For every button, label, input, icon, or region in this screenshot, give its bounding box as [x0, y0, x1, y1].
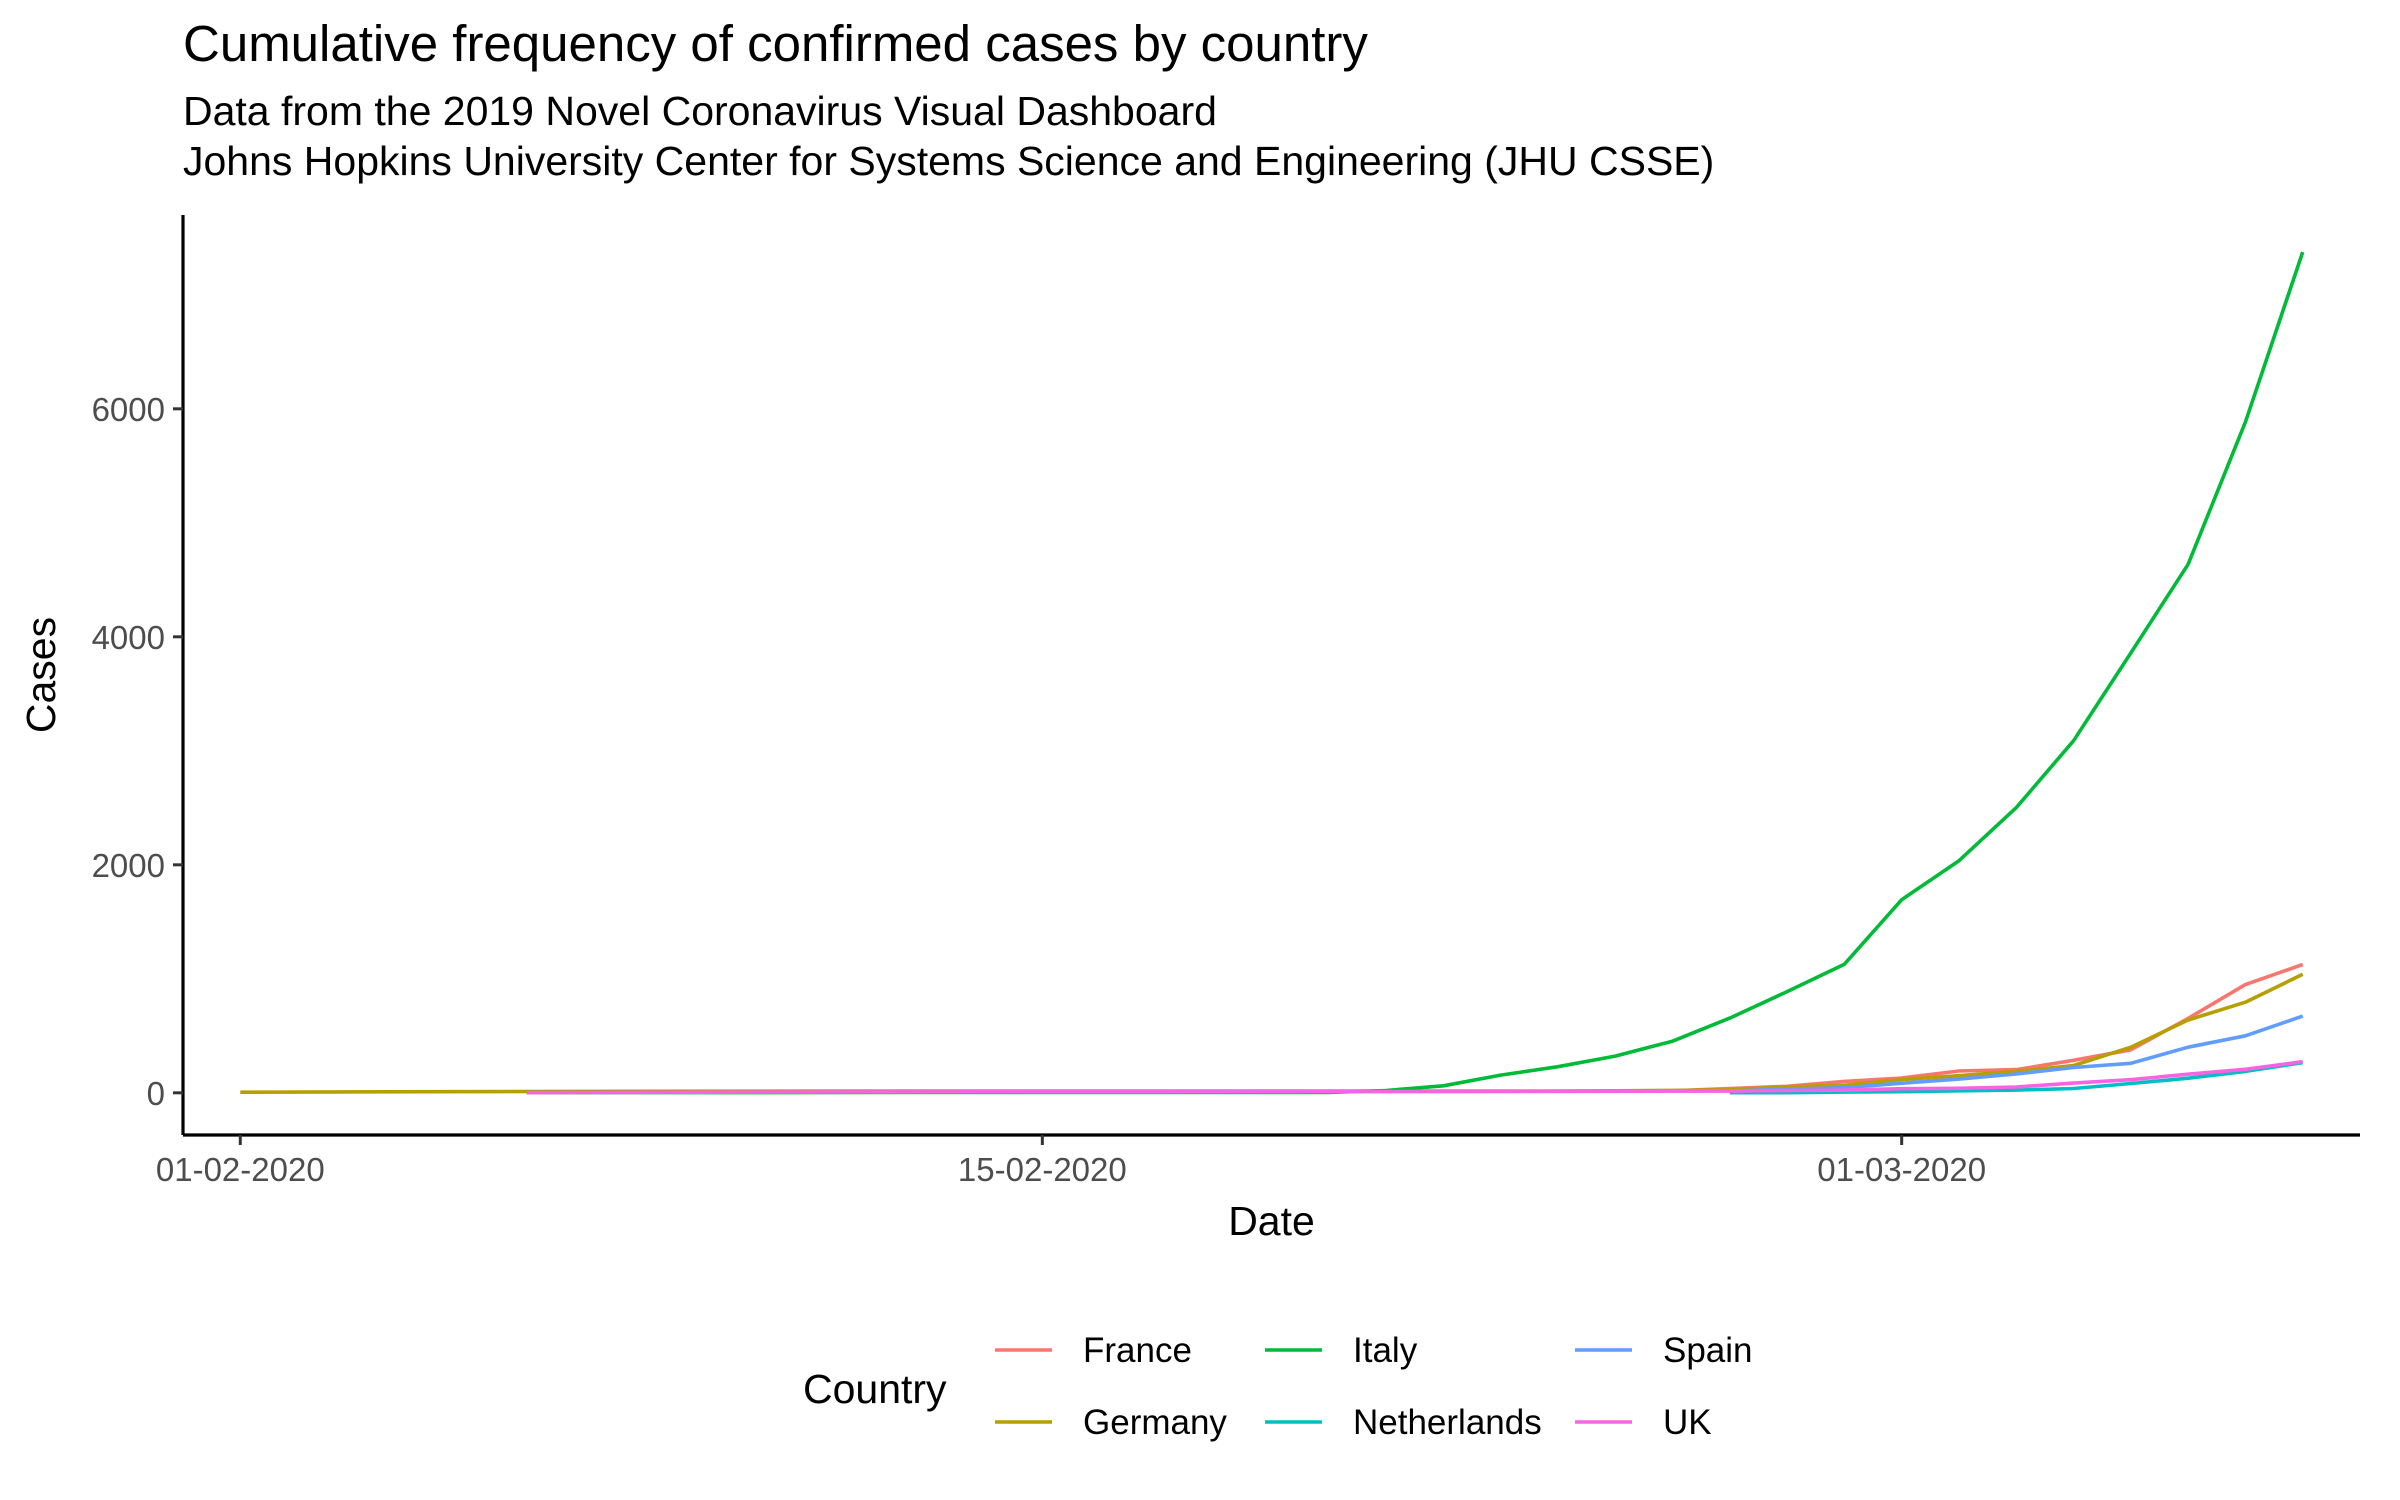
series-line-netherlands: [1729, 1060, 2303, 1095]
legend-label: UK: [1663, 1403, 1712, 1442]
y-tick-label: 2000: [92, 847, 165, 884]
series-line-uk: [526, 1059, 2303, 1095]
x-tick-label: 01-03-2020: [1817, 1151, 1986, 1188]
series-line-italy: [526, 251, 2305, 1095]
series-layer: [240, 251, 2305, 1095]
axes: 0 2000 4000 6000 01-02-2020 15-02-2020 01-03-2…: [18, 215, 2360, 1244]
legend-item-italy: Italy: [1265, 1331, 1418, 1370]
legend-item-france: France: [995, 1331, 1192, 1370]
legend-item-netherlands: Netherlands: [1265, 1403, 1542, 1442]
chart-title: Cumulative frequency of confirmed cases …: [183, 15, 1368, 72]
x-axis-title: Date: [1228, 1198, 1315, 1244]
legend-label: Netherlands: [1353, 1403, 1542, 1442]
subtitle-line-2: Johns Hopkins University Center for Syst…: [183, 138, 1715, 184]
series-line-spain: [1729, 1014, 2304, 1093]
legend-label: France: [1083, 1331, 1192, 1370]
legend-item-spain: Spain: [1575, 1331, 1753, 1370]
legend-label: Spain: [1663, 1331, 1753, 1370]
subtitle-line-1: Data from the 2019 Novel Coronavirus Vis…: [183, 88, 1217, 134]
legend-item-uk: UK: [1575, 1403, 1712, 1442]
x-tick-label: 15-02-2020: [958, 1151, 1127, 1188]
y-tick-label: 0: [147, 1075, 165, 1112]
legend-label: Germany: [1083, 1403, 1227, 1442]
legend: Country France Germany Italy Netherlands Spai…: [803, 1331, 1753, 1442]
y-tick-label: 4000: [92, 619, 165, 656]
legend-title: Country: [803, 1366, 947, 1412]
chart-subtitle: Data from the 2019 Novel Coronavirus Vis…: [183, 86, 1714, 186]
x-tick-label: 01-02-2020: [156, 1151, 325, 1188]
legend-item-germany: Germany: [995, 1403, 1227, 1442]
legend-label: Italy: [1353, 1331, 1418, 1370]
y-axis-title: Cases: [18, 617, 64, 733]
y-tick-label: 6000: [92, 391, 165, 428]
